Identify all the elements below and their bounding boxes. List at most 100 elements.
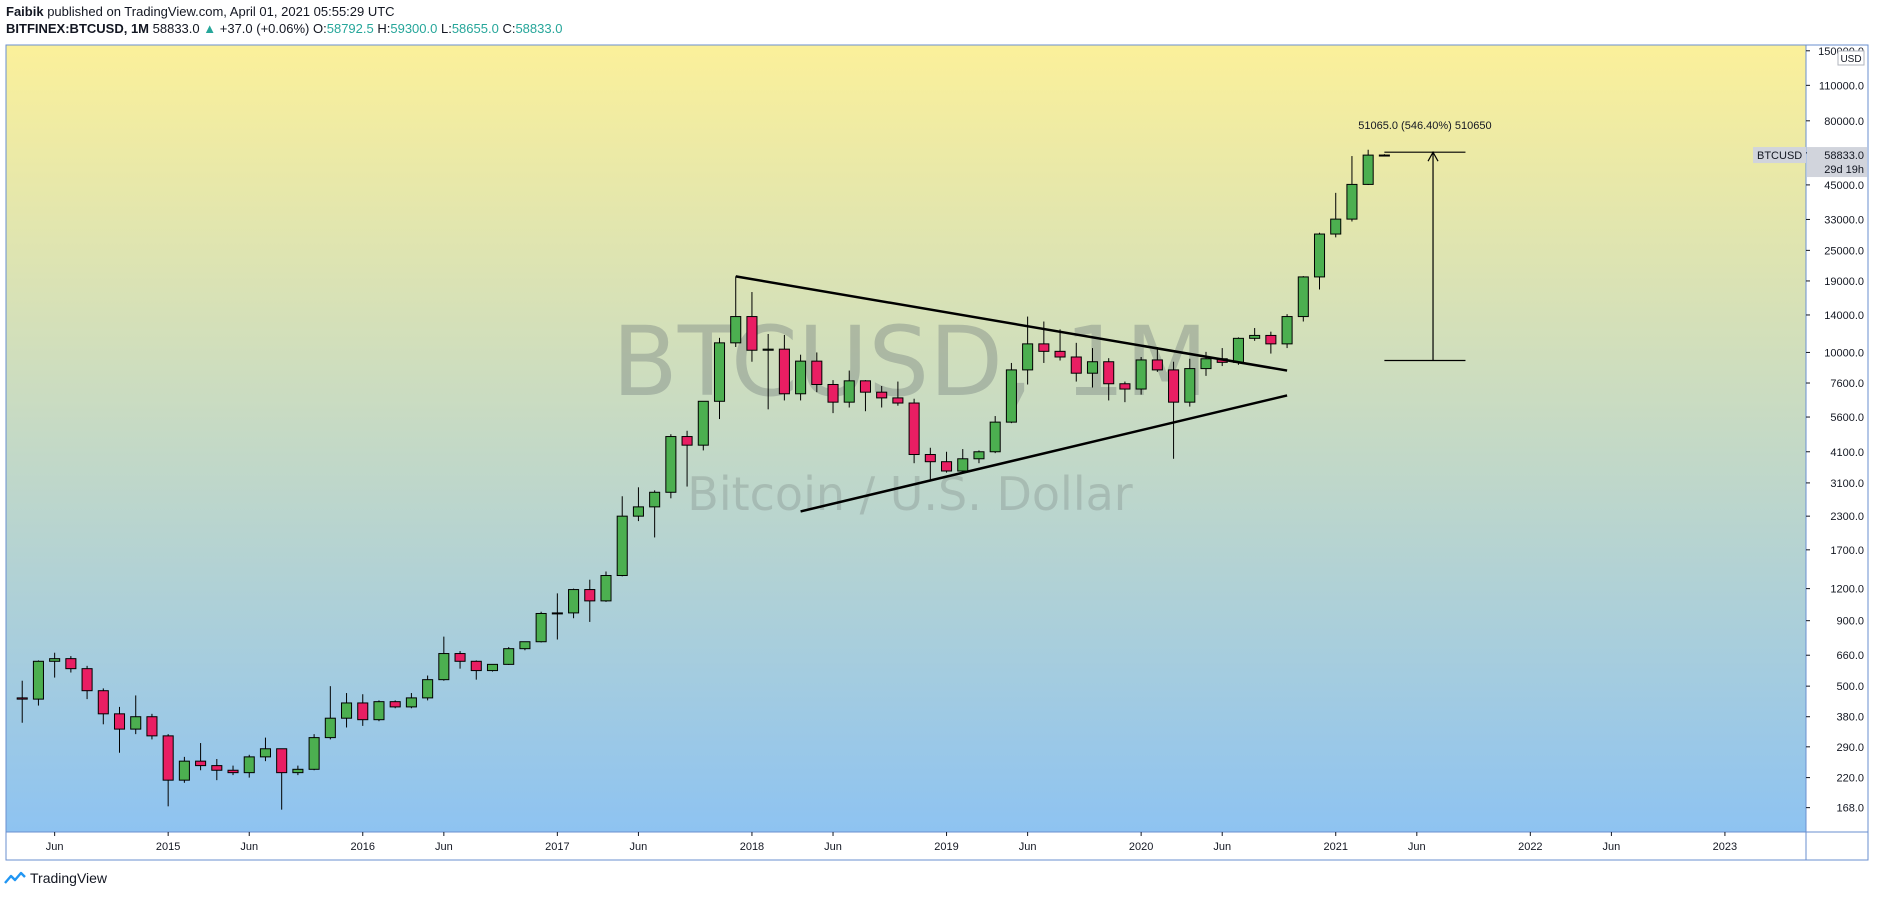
candle-body: [584, 589, 596, 602]
candle-body: [259, 748, 271, 758]
candle-2018-03: [778, 334, 790, 401]
candle-body: [389, 701, 401, 708]
time-tick-label: 2018: [740, 841, 764, 853]
plot-background[interactable]: [6, 45, 1806, 832]
time-tick-label: Jun: [1213, 841, 1231, 853]
price-tick-label: 290.0: [1836, 742, 1864, 754]
candle-body: [876, 391, 888, 399]
candle-2016-11: [519, 641, 531, 651]
candle-body: [1086, 361, 1099, 374]
candle-2016-04: [405, 693, 417, 709]
price-tick-label: 10000.0: [1824, 347, 1864, 359]
symbol-name[interactable]: BITFINEX:BTCUSD, 1M: [6, 21, 149, 36]
candle-2019-03: [973, 450, 985, 464]
candle-body: [438, 653, 450, 681]
candle-body: [32, 660, 44, 700]
candle-body: [16, 697, 28, 700]
candle-body: [519, 641, 531, 650]
candle-body: [162, 735, 174, 781]
time-tick-label: Jun: [1408, 841, 1426, 853]
candle-2015-04: [211, 758, 223, 781]
candle-2019-12: [1119, 381, 1131, 403]
time-tick-label: 2015: [156, 841, 180, 853]
candle-2019-05: [1005, 362, 1017, 424]
price-tick-label: 168.0: [1836, 803, 1864, 815]
candle-body: [1005, 369, 1017, 423]
candle-2014-12: [146, 713, 158, 740]
candle-body: [308, 737, 320, 770]
author-name[interactable]: Faibik: [6, 4, 44, 19]
candle-2015-03: [195, 743, 207, 771]
candle-body: [730, 316, 742, 344]
candle-2020-11: [1297, 276, 1309, 322]
brand-name: TradingView: [30, 870, 108, 886]
price-change: +37.0 (+0.06%): [219, 21, 310, 36]
price-tick-label: 4100.0: [1830, 447, 1864, 459]
candle-body: [908, 402, 920, 456]
candle-body: [1054, 350, 1066, 358]
candle-body: [1119, 383, 1131, 390]
candle-body: [649, 491, 661, 508]
candle-2016-03: [389, 700, 401, 709]
low-label: L:: [440, 21, 452, 36]
candle-body: [1378, 154, 1390, 157]
candle-body: [778, 348, 790, 395]
candle-body: [1135, 359, 1147, 390]
time-axis[interactable]: Jun 2015 Jun 2016 Jun 2017 Jun 2018 Jun 2019 Jun 20…: [46, 832, 1737, 853]
candle-2019-09: [1070, 342, 1082, 382]
price-tick-label: 220.0: [1836, 773, 1864, 785]
candle-body: [762, 348, 774, 351]
candle-body: [1362, 154, 1374, 185]
price-symbol-badge: [1753, 147, 1806, 164]
candle-2019-11: [1103, 358, 1115, 401]
price-tick-label: 1200.0: [1830, 584, 1864, 596]
price-tick-label: 110000.0: [1819, 80, 1864, 92]
candle-body: [697, 400, 709, 446]
watermark-description: Bitcoin / U.S. Dollar: [687, 467, 1133, 521]
candle-body: [957, 458, 969, 472]
price-tick-label: 380.0: [1836, 712, 1864, 724]
symbol-info: BITFINEX:BTCUSD, 1M 58833.0 ▲ +37.0 (+0.…: [6, 21, 562, 36]
price-tick-label: 33000.0: [1824, 214, 1864, 226]
candle-body: [681, 436, 693, 446]
candle-2018-08: [859, 380, 871, 412]
candle-body: [146, 716, 158, 737]
candle-2017-12: [730, 276, 742, 348]
time-tick-label: 2016: [351, 841, 375, 853]
price-axis[interactable]: 168.0 220.0 290.0 380.0 500.0 660.0 900.0 1200.…: [5, 44, 1869, 861]
candle-2021-03: [1362, 149, 1374, 186]
price-value-label: 58833.0: [1824, 150, 1864, 162]
candle-2018-04: [795, 354, 807, 401]
candle-2017-03: [584, 579, 596, 622]
high-label: H:: [377, 21, 391, 36]
candle-2020-03: [1168, 361, 1180, 459]
price-tick-label: 80000.0: [1824, 116, 1864, 128]
candle-2015-11: [324, 686, 336, 740]
price-tick-label: 14000.0: [1824, 310, 1864, 322]
candle-2016-09: [486, 663, 499, 672]
price-tick-label: 660.0: [1836, 650, 1864, 662]
price-tick-label: 45000.0: [1824, 180, 1864, 192]
candle-2017-07: [649, 490, 661, 538]
candle-body: [454, 653, 466, 662]
candle-2016-02: [373, 700, 385, 722]
candle-2020-04: [1184, 358, 1196, 407]
candle-body: [292, 768, 304, 774]
publish-info: Faibik published on TradingView.com, Apr…: [6, 4, 395, 19]
candle-body: [665, 436, 677, 493]
candle-2015-02: [178, 756, 190, 783]
candle-body: [551, 612, 563, 615]
time-tick-label: Jun: [46, 841, 64, 853]
candle-body: [341, 702, 353, 719]
time-tick-label: Jun: [240, 841, 258, 853]
footer-brand[interactable]: TradingView: [4, 870, 107, 886]
price-value-badge: [1807, 147, 1867, 178]
candle-2017-05: [616, 496, 628, 577]
candle-2019-06: [1022, 316, 1034, 385]
published-text: published on TradingView.com, April 01, …: [47, 4, 395, 19]
candle-2015-01: [162, 734, 174, 807]
candle-body: [211, 765, 223, 771]
candle-body: [1070, 356, 1082, 374]
candle-2015-06: [243, 754, 255, 778]
